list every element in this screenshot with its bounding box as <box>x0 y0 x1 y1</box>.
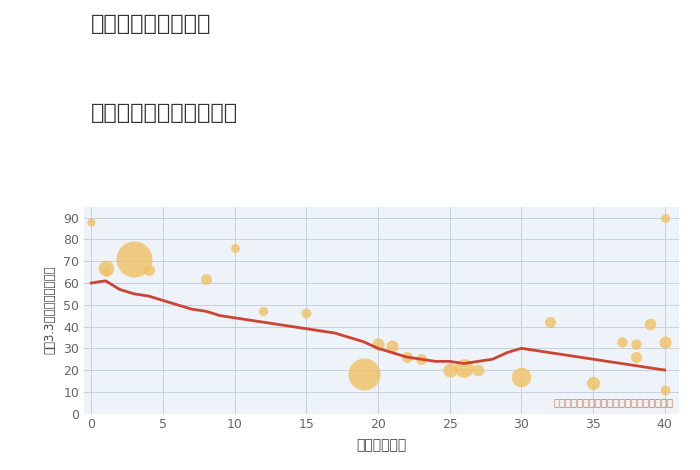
Point <box>229 244 240 252</box>
Point <box>358 371 369 378</box>
Point <box>545 318 556 326</box>
Text: 兵庫県赤穂市坂越の: 兵庫県赤穂市坂越の <box>91 14 211 34</box>
Point <box>85 218 97 226</box>
X-axis label: 築年数（年）: 築年数（年） <box>356 439 407 453</box>
Point <box>616 338 627 345</box>
Point <box>415 355 426 363</box>
Point <box>100 268 111 276</box>
Point <box>143 266 154 274</box>
Point <box>129 255 140 263</box>
Point <box>444 366 455 374</box>
Point <box>401 353 412 361</box>
Point <box>587 379 598 387</box>
Text: 円の大きさは、取引のあった物件面積を示す: 円の大きさは、取引のあった物件面積を示す <box>553 398 673 407</box>
Point <box>300 310 312 317</box>
Point <box>645 321 656 328</box>
Point <box>659 214 671 221</box>
Point <box>200 275 211 282</box>
Point <box>100 264 111 272</box>
Y-axis label: 坪（3.3㎡）単価（万円）: 坪（3.3㎡）単価（万円） <box>43 266 56 354</box>
Point <box>659 386 671 393</box>
Point <box>473 366 484 374</box>
Point <box>659 338 671 345</box>
Point <box>516 373 527 380</box>
Point <box>258 307 269 315</box>
Point <box>631 340 642 348</box>
Point <box>372 340 384 348</box>
Point <box>631 353 642 361</box>
Text: 築年数別中古戸建て価格: 築年数別中古戸建て価格 <box>91 103 238 124</box>
Point <box>458 364 470 372</box>
Point <box>386 342 398 350</box>
